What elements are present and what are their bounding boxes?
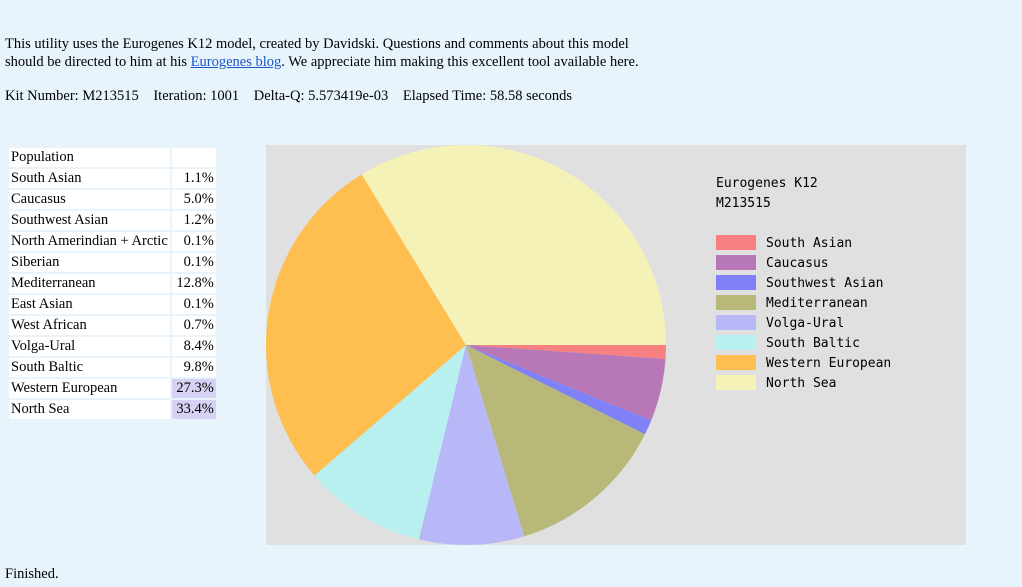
pie-slice-western-european xyxy=(266,174,466,476)
population-name: South Baltic xyxy=(9,358,170,377)
population-percent: 5.0% xyxy=(171,190,216,209)
table-row: Southwest Asian 1.2% xyxy=(9,211,216,230)
legend-label: Western European xyxy=(766,356,891,371)
legend-swatch xyxy=(716,295,756,310)
delta-q: Delta-Q: 5.573419e-03 xyxy=(253,88,389,104)
table-row: North Sea 33.4% xyxy=(9,400,216,419)
population-percent: 0.1% xyxy=(171,295,216,314)
chart-title: Eurogenes K12 xyxy=(716,176,818,191)
legend-swatch xyxy=(716,375,756,390)
eurogenes-blog-link[interactable]: Eurogenes blog xyxy=(190,54,282,70)
chart-subtitle: M213515 xyxy=(716,196,771,211)
population-name: Caucasus xyxy=(9,190,170,209)
iteration: Iteration: 1001 xyxy=(153,88,240,104)
legend-swatch xyxy=(716,235,756,250)
population-name: East Asian xyxy=(9,295,170,314)
table-row: South Baltic 9.8% xyxy=(9,358,216,377)
pie-slice-southwest-asian xyxy=(466,345,652,435)
population-header: Population xyxy=(9,148,170,167)
legend-label: South Asian xyxy=(766,236,852,251)
population-name: South Asian xyxy=(9,169,170,188)
population-percent: 33.4% xyxy=(171,400,216,419)
legend-label: Caucasus xyxy=(766,256,829,271)
pie-slice-south-asian xyxy=(466,345,666,359)
admixture-pie-chart: Eurogenes K12 M213515 South Asian Caucasu… xyxy=(266,145,966,545)
table-row: Siberian 0.1% xyxy=(9,253,216,272)
intro-text: This utility uses the Eurogenes K12 mode… xyxy=(5,35,765,71)
population-name: North Sea xyxy=(9,400,170,419)
table-row: Volga-Ural 8.4% xyxy=(9,337,216,356)
population-percent: 0.7% xyxy=(171,316,216,335)
population-name: West African xyxy=(9,316,170,335)
pie-slice-caucasus xyxy=(466,345,666,421)
legend-label: Volga-Ural xyxy=(766,316,844,331)
kit-number: Kit Number: M213515 xyxy=(5,88,139,104)
legend-label: North Sea xyxy=(766,376,836,391)
intro-line-2: should be directed to him at his xyxy=(5,54,191,70)
table-header-row: Population xyxy=(9,148,216,167)
pie-slice-south-baltic xyxy=(314,345,466,540)
population-name: North Amerindian + Arctic xyxy=(9,232,170,251)
population-percent: 1.1% xyxy=(171,169,216,188)
chart-legend: South Asian Caucasus Southwest Asian Medite… xyxy=(716,235,891,391)
pie-slice-north-sea xyxy=(361,145,666,345)
table-row: West African 0.7% xyxy=(9,316,216,335)
legend-label: Mediterranean xyxy=(766,296,868,311)
intro-line-3: . We appreciate him making this excellen… xyxy=(281,54,639,70)
percent-header xyxy=(171,148,216,167)
legend-swatch xyxy=(716,315,756,330)
run-stats: Kit Number: M213515 Iteration: 1001 Delt… xyxy=(5,88,583,105)
intro-line-1: This utility uses the Eurogenes K12 mode… xyxy=(5,36,629,52)
population-name: Mediterranean xyxy=(9,274,170,293)
pie-chart-svg: Eurogenes K12 M213515 South Asian Caucasu… xyxy=(266,145,891,545)
status-text: Finished. xyxy=(5,566,59,582)
pie-slice-mediterranean xyxy=(466,345,645,537)
pie-slice-volga-ural xyxy=(418,345,525,545)
legend-swatch xyxy=(716,255,756,270)
population-name: Southwest Asian xyxy=(9,211,170,230)
population-name: Western European xyxy=(9,379,170,398)
legend-swatch xyxy=(716,275,756,290)
population-percent: 12.8% xyxy=(171,274,216,293)
table-row: Western European 27.3% xyxy=(9,379,216,398)
population-percent: 1.2% xyxy=(171,211,216,230)
legend-swatch xyxy=(716,335,756,350)
legend-label: Southwest Asian xyxy=(766,276,883,291)
elapsed-time: Elapsed Time: 58.58 seconds xyxy=(402,88,573,104)
population-percent: 0.1% xyxy=(171,232,216,251)
table-row: East Asian 0.1% xyxy=(9,295,216,314)
population-percent: 8.4% xyxy=(171,337,216,356)
population-name: Volga-Ural xyxy=(9,337,170,356)
table-row: Mediterranean 12.8% xyxy=(9,274,216,293)
legend-label: South Baltic xyxy=(766,336,860,351)
population-percent: 0.1% xyxy=(171,253,216,272)
pie-slices xyxy=(266,145,666,545)
legend-swatch xyxy=(716,355,756,370)
table-row: Caucasus 5.0% xyxy=(9,190,216,209)
table-row: South Asian 1.1% xyxy=(9,169,216,188)
population-percent: 9.8% xyxy=(171,358,216,377)
table-row: North Amerindian + Arctic 0.1% xyxy=(9,232,216,251)
population-percent: 27.3% xyxy=(171,379,216,398)
population-table: Population South Asian 1.1% Caucasus 5.0% So… xyxy=(7,146,218,421)
population-name: Siberian xyxy=(9,253,170,272)
